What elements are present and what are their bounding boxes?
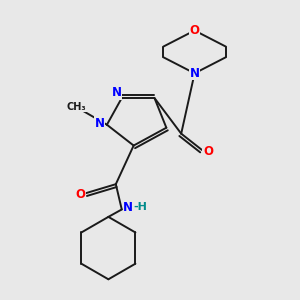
Text: CH₃: CH₃ xyxy=(67,102,86,112)
Text: O: O xyxy=(75,188,85,201)
Text: N: N xyxy=(111,86,122,99)
Text: -H: -H xyxy=(133,202,147,212)
Text: O: O xyxy=(190,24,200,37)
Text: N: N xyxy=(94,117,104,130)
Text: O: O xyxy=(203,145,213,158)
Text: N: N xyxy=(190,67,200,80)
Text: N: N xyxy=(123,201,133,214)
